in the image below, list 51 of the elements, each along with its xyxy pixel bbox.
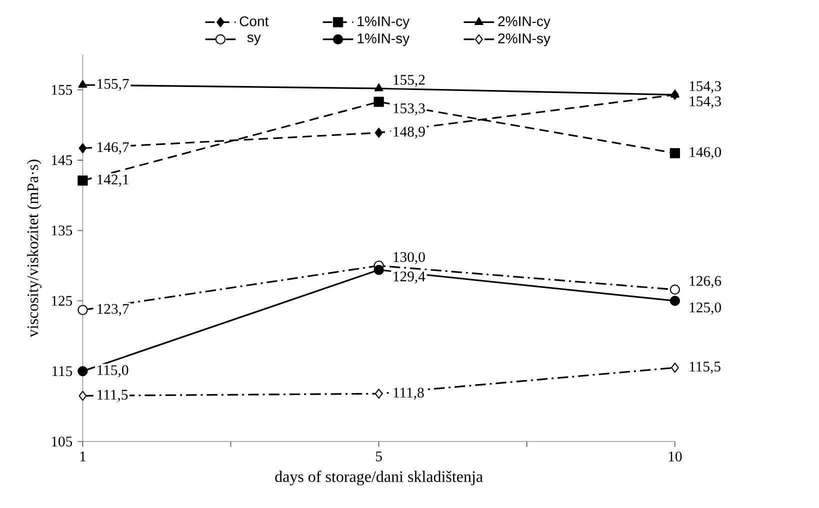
data-label: 153,3 <box>394 103 425 116</box>
y-tick-label: 135 <box>52 226 72 236</box>
data-label: 111,5 <box>98 390 128 402</box>
y-tick-label: 145 <box>52 155 72 166</box>
point <box>78 366 88 376</box>
point <box>671 362 679 373</box>
y-tick-label: 125 <box>52 296 72 306</box>
legend-label: 2%IN-sy <box>498 33 550 46</box>
y-tick-label: 155 <box>52 84 72 95</box>
point <box>670 148 680 158</box>
x-tick-label: 5 <box>376 451 382 462</box>
data-label: 115,5 <box>690 362 720 374</box>
point <box>670 90 680 98</box>
legend-label: 1%IN-sy <box>358 33 410 46</box>
point <box>374 96 384 107</box>
y-tick-label: 115 <box>52 366 72 376</box>
x-tick-label: 1 <box>80 451 86 462</box>
point <box>78 143 87 154</box>
data-label: 129,4 <box>394 271 426 284</box>
point <box>374 128 383 138</box>
data-label: 154,3 <box>690 81 721 94</box>
point <box>670 284 680 295</box>
data-label: 142,1 <box>98 174 128 186</box>
data-label: 146,7 <box>98 142 129 154</box>
data-label: 130,0 <box>394 252 425 264</box>
y-tick-label: 105 <box>52 436 72 446</box>
point <box>374 264 384 275</box>
legend-label: 2%IN-cy <box>498 16 550 29</box>
data-label: 111,8 <box>394 388 424 400</box>
point <box>78 175 88 186</box>
y-axis-title: viscosity/viskozitet (mPa·s) <box>26 160 42 338</box>
data-label: 115,0 <box>98 365 128 378</box>
point <box>78 390 87 401</box>
data-label: 123,7 <box>98 304 129 316</box>
point <box>670 296 680 306</box>
point <box>374 83 384 92</box>
data-label: 155,7 <box>98 78 129 91</box>
x-axis-title: days of storage/dani skladištenja <box>275 470 483 486</box>
legend-label: Cont <box>240 16 269 26</box>
x-tick-label: 10 <box>668 451 682 462</box>
data-label: 126,6 <box>690 276 722 288</box>
point <box>78 304 88 315</box>
point <box>78 80 88 88</box>
legend-label: 1%IN-cy <box>358 16 410 29</box>
legend-label: sy <box>247 34 261 45</box>
data-label: 148,9 <box>394 126 425 139</box>
data-label: 154,3 <box>690 96 721 108</box>
data-label: 155,2 <box>394 74 425 87</box>
data-label: 146,0 <box>690 147 721 160</box>
point <box>374 388 383 399</box>
data-label: 125,0 <box>690 302 721 314</box>
